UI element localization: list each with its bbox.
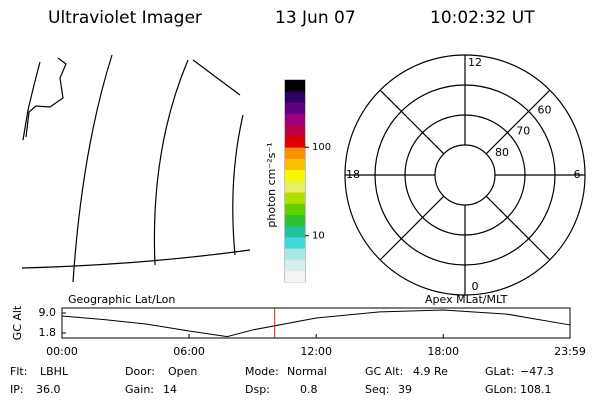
colorbar-band: [285, 248, 305, 260]
field-value: Normal: [287, 365, 327, 378]
map-label: Geographic Lat/Lon: [68, 293, 175, 306]
colorbar-band: [285, 203, 305, 215]
date: 13 Jun 07: [275, 8, 356, 28]
colorbar-band: [285, 214, 305, 227]
field-label: GLon:: [485, 383, 517, 396]
polar-spoke: [485, 195, 551, 261]
polar-lat-label: 80: [495, 146, 509, 159]
colorbar-band: [285, 102, 305, 114]
field-label: Gain:: [125, 383, 154, 396]
colorbar-band: [285, 225, 305, 238]
colorbar-band: [285, 237, 305, 249]
field-label: IP:: [10, 383, 24, 396]
colorbar-band: [285, 158, 305, 171]
x-tick-label: 23:59: [554, 345, 586, 358]
colorbar-band: [285, 181, 305, 193]
colorbar-band: [285, 113, 305, 126]
colorbar-band: [285, 147, 305, 159]
field-value: −47.3: [520, 365, 554, 378]
field-label: Door:: [125, 365, 155, 378]
polar-label: Apex MLat/MLT: [425, 293, 508, 306]
colorbar-label: photon cm⁻²s⁻¹: [265, 142, 278, 227]
y-tick-label: 9.0: [39, 306, 57, 319]
geographic-map: [21, 54, 251, 283]
field-label: Mode:: [245, 365, 279, 378]
colorbar-band: [285, 169, 305, 182]
colorbar-band: [285, 270, 305, 283]
polar-mlt-label: 0: [472, 280, 479, 293]
y-tick-label: 1.8: [39, 326, 57, 339]
polar-mlt-label: 18: [346, 168, 360, 181]
polar-mlt-label: 12: [468, 56, 482, 69]
colorbar-band: [285, 80, 305, 92]
field-value: 36.0: [36, 383, 61, 396]
polar-grid-circle: [434, 144, 496, 206]
polar-grid-circle: [404, 114, 526, 236]
time: 10:02:32 UT: [430, 8, 535, 28]
polar-mlt-label: 6: [574, 168, 581, 181]
field-value: 39: [398, 383, 412, 396]
colorbar-band: [285, 192, 305, 204]
field-label: Dsp:: [245, 383, 270, 396]
colorbar-tick-label: 10: [312, 231, 325, 242]
polar-lat-label: 60: [537, 104, 551, 117]
x-tick-label: 12:00: [300, 345, 332, 358]
field-label: GC Alt:: [365, 365, 403, 378]
colorbar-band: [285, 91, 305, 103]
field-label: Seq:: [365, 383, 389, 396]
field-label: Flt:: [10, 365, 27, 378]
colorbar-band: [285, 124, 305, 137]
colorbar-tick-label: 100: [312, 142, 331, 153]
polar-spoke: [485, 89, 551, 155]
colorbar-band: [285, 136, 305, 148]
polar-lat-label: 70: [516, 125, 530, 138]
x-tick-label: 00:00: [46, 345, 78, 358]
field-value: LBHL: [40, 365, 69, 378]
polar-spoke: [379, 195, 445, 261]
title: Ultraviolet Imager: [48, 8, 202, 28]
altitude-line: [61, 309, 571, 338]
field-value: 14: [163, 383, 177, 396]
altitude-label: GC Alt: [11, 305, 24, 340]
polar-spoke: [379, 89, 445, 155]
field-value: Open: [168, 365, 197, 378]
field-label: GLat:: [485, 365, 514, 378]
polar-grid-circle: [374, 84, 556, 266]
colorbar-band: [285, 259, 305, 272]
field-value: 108.1: [520, 383, 552, 396]
field-value: 0.8: [300, 383, 318, 396]
x-tick-label: 06:00: [173, 345, 205, 358]
x-tick-label: 18:00: [427, 345, 459, 358]
field-value: 4.9 Re: [413, 365, 448, 378]
